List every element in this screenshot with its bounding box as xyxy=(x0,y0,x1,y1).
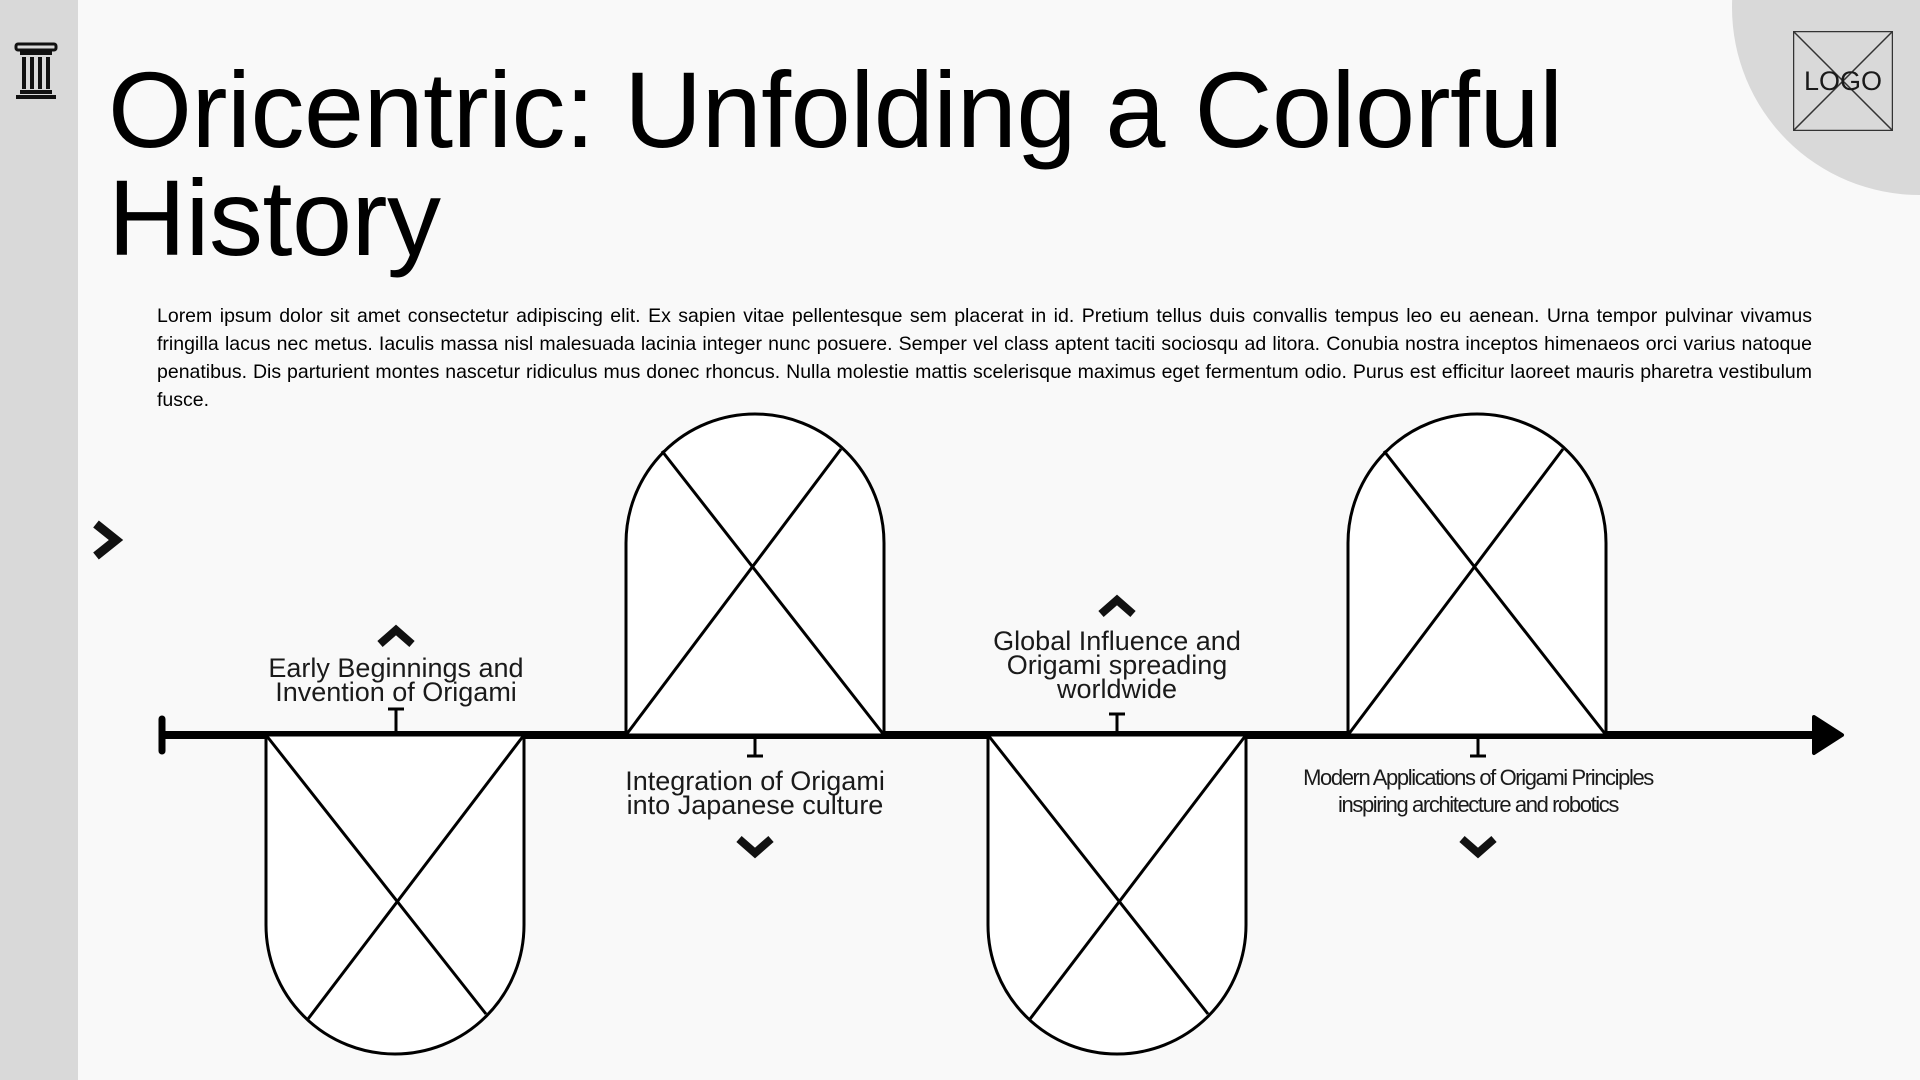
image-placeholder-icon xyxy=(1793,31,1893,131)
chevron-right-icon[interactable] xyxy=(90,518,126,562)
sidebar xyxy=(0,0,78,1080)
chevron-down-icon xyxy=(736,835,774,859)
timeline-label-2: Integration of Origami into Japanese cul… xyxy=(625,766,885,820)
chevron-up-icon xyxy=(1098,594,1136,618)
timeline-label-1: Early Beginnings and Invention of Origam… xyxy=(268,653,524,707)
chevron-up-icon xyxy=(377,624,415,648)
image-placeholder-3 xyxy=(986,733,1248,1056)
timeline-label-4: Modern Applications of Origami Principle… xyxy=(1303,765,1654,817)
page-title: Oricentric: Unfolding a Colorful History xyxy=(108,49,1563,278)
pillar-icon xyxy=(14,42,58,99)
tick-1 xyxy=(388,707,404,731)
tick-2 xyxy=(747,739,763,758)
image-placeholder-4 xyxy=(1346,412,1608,737)
image-placeholder-1 xyxy=(264,733,526,1056)
logo: LOGO xyxy=(1803,66,1883,96)
body-text: Lorem ipsum dolor sit amet consectetur a… xyxy=(157,305,1812,411)
timeline-end-arrow xyxy=(1812,715,1844,755)
timeline-label-3: Global Influence and Origami spreading w… xyxy=(993,626,1241,704)
tick-4 xyxy=(1470,739,1486,758)
image-placeholder-2 xyxy=(624,412,886,737)
tick-3 xyxy=(1109,712,1125,731)
chevron-down-icon xyxy=(1459,835,1497,859)
